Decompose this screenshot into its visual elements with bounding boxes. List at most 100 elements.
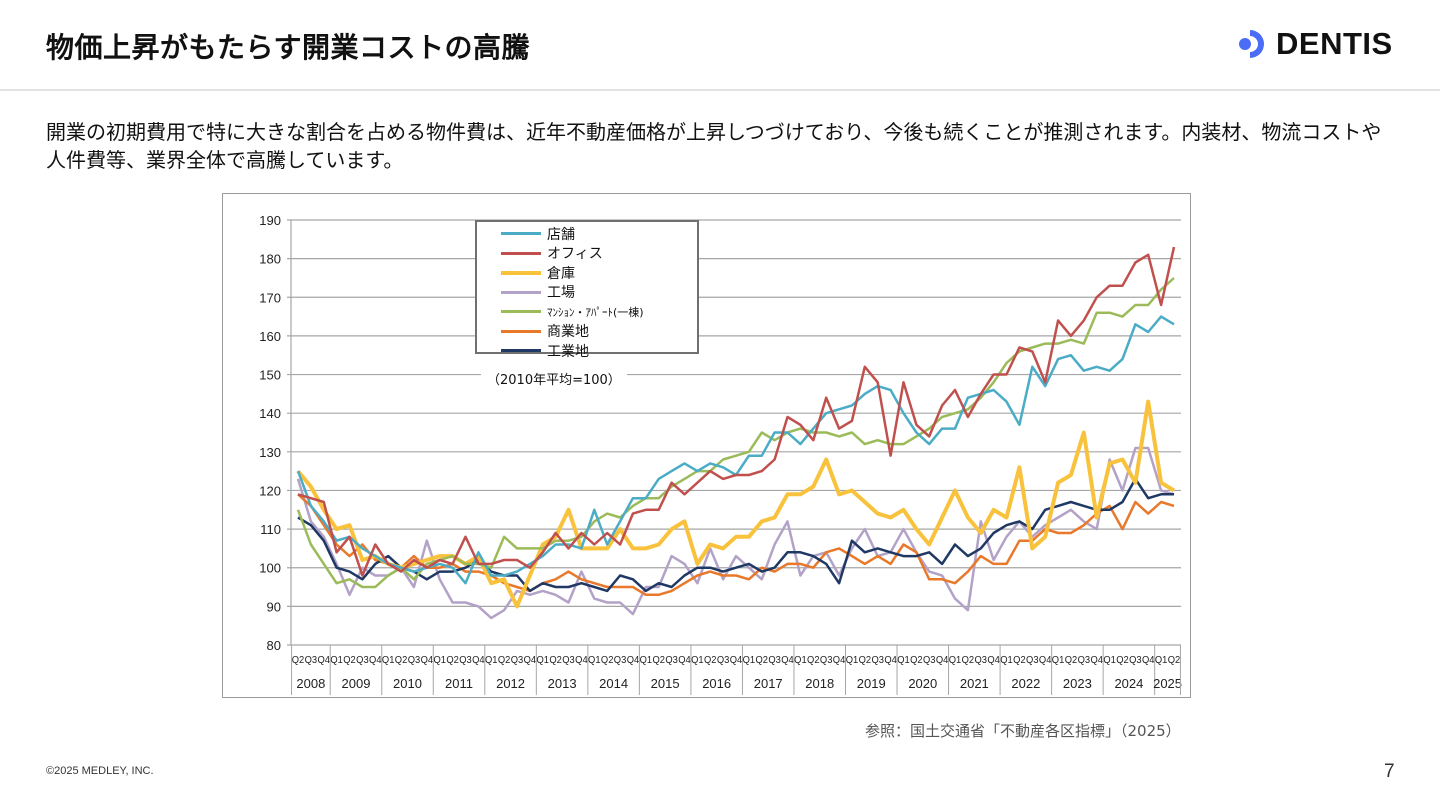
legend-swatch [501, 349, 541, 353]
x-quarter-label: Q1 [1155, 654, 1168, 666]
legend-item: オフィス [477, 244, 697, 264]
x-quarter-label: Q2 [704, 654, 717, 666]
logo-text: DENTIS [1276, 26, 1393, 61]
source-citation: 参照：国土交通省「不動産各区指標」（2025） [865, 722, 1181, 740]
copyright: ©2025 MEDLEY, INC. [46, 765, 154, 777]
x-quarter-label: Q1 [640, 654, 653, 666]
x-quarter-label: Q4 [524, 654, 537, 666]
x-quarter-label: Q4 [627, 654, 640, 666]
x-quarter-label: Q3 [975, 654, 988, 666]
x-quarter-label: Q2 [446, 654, 459, 666]
x-quarter-label: Q1 [1103, 654, 1116, 666]
body-text: 開業の初期費用で特に大きな割合を占める物件費は、近年不動産価格が上昇しつづけてお… [46, 120, 1382, 172]
x-quarter-label: Q1 [949, 654, 962, 666]
series-line-0 [296, 315, 1175, 585]
legend-label: 工場 [547, 285, 575, 302]
x-quarter-label: Q4 [833, 654, 846, 666]
x-quarter-label: Q4 [318, 654, 331, 666]
base-note: （2010年平均=100） [481, 369, 627, 388]
x-quarter-label: Q2 [549, 654, 562, 666]
x-year-label: 2008 [296, 676, 325, 691]
legend-swatch [501, 270, 541, 275]
x-quarter-label: Q2 [343, 654, 356, 666]
legend-swatch [501, 251, 541, 255]
legend-label: 工業地 [547, 343, 589, 360]
x-quarter-label: Q3 [511, 654, 524, 666]
legend-swatch [501, 232, 541, 236]
x-quarter-label: Q3 [459, 654, 472, 666]
x-year-label: 2025 [1153, 676, 1182, 691]
x-quarter-label: Q1 [794, 654, 807, 666]
x-quarter-label: Q3 [356, 654, 369, 666]
x-quarter-label: Q1 [588, 654, 601, 666]
legend-item: 工業地 [477, 341, 697, 361]
y-tick-label: 150 [259, 368, 281, 383]
x-quarter-label: Q3 [820, 654, 833, 666]
x-year-label: 2009 [342, 676, 371, 691]
x-quarter-label: Q1 [537, 654, 550, 666]
x-quarter-label: Q2 [1013, 654, 1026, 666]
legend-label: 倉庫 [547, 265, 575, 282]
x-quarter-label: Q4 [421, 654, 434, 666]
x-quarter-label: Q3 [717, 654, 730, 666]
x-quarter-label: Q4 [730, 654, 743, 666]
legend-label: オフィス [547, 246, 603, 263]
x-quarter-label: Q1 [382, 654, 395, 666]
x-quarter-label: Q1 [846, 654, 859, 666]
x-quarter-label: Q1 [1052, 654, 1065, 666]
x-year-label: 2018 [805, 676, 834, 691]
x-quarter-label: Q2 [601, 654, 614, 666]
x-quarter-label: Q4 [1039, 654, 1052, 666]
x-quarter-label: Q2 [652, 654, 665, 666]
legend-swatch [501, 290, 541, 294]
x-year-label: 2016 [702, 676, 731, 691]
x-year-label: 2021 [960, 676, 989, 691]
x-year-label: 2022 [1011, 676, 1040, 691]
x-quarter-label: Q1 [897, 654, 910, 666]
x-year-label: 2012 [496, 676, 525, 691]
y-tick-label: 80 [267, 638, 281, 653]
x-quarter-label: Q2 [910, 654, 923, 666]
x-year-label: 2019 [857, 676, 886, 691]
x-quarter-label: Q3 [562, 654, 575, 666]
x-year-label: 2010 [393, 676, 422, 691]
x-quarter-label: Q1 [743, 654, 756, 666]
x-quarter-label: Q2 [1065, 654, 1078, 666]
x-year-label: 2015 [651, 676, 680, 691]
y-tick-label: 100 [259, 561, 281, 576]
x-quarter-label: Q2 [756, 654, 769, 666]
x-quarter-label: Q2 [1168, 654, 1181, 666]
price-index-chart: 80 90 100 110 120 130 140 150 160 170 180 190 Q2 Q3 Q4… [222, 193, 1191, 698]
y-tick-label: 130 [259, 445, 281, 460]
x-year-label: 2024 [1114, 676, 1143, 691]
legend-item: 商業地 [477, 322, 697, 342]
x-quarter-label: Q4 [1142, 654, 1155, 666]
x-quarter-label: Q1 [1000, 654, 1013, 666]
x-quarter-label: Q2 [498, 654, 511, 666]
x-quarter-label: Q2 [292, 654, 305, 666]
x-quarter-label: Q3 [923, 654, 936, 666]
y-tick-label: 190 [259, 213, 281, 228]
x-quarter-label: Q4 [575, 654, 588, 666]
y-tick-label: 160 [259, 329, 281, 344]
y-tick-label: 180 [259, 252, 281, 267]
x-quarter-label: Q2 [962, 654, 975, 666]
x-quarter-label: Q4 [781, 654, 794, 666]
legend-swatch [501, 310, 541, 314]
legend-label: 商業地 [547, 324, 589, 341]
series-line-1 [297, 246, 1176, 577]
legend-label: ﾏﾝｼｮﾝ・ｱﾊﾟｰﾄ(一棟) [547, 305, 644, 319]
x-quarter-label: Q3 [1129, 654, 1142, 666]
x-quarter-label: Q3 [408, 654, 421, 666]
x-quarter-label: Q3 [768, 654, 781, 666]
x-quarter-label: Q2 [1116, 654, 1129, 666]
x-quarter-label: Q3 [871, 654, 884, 666]
x-quarter-label: Q4 [987, 654, 1000, 666]
header-divider [0, 89, 1440, 91]
x-year-label: 2011 [445, 676, 473, 691]
x-quarter-label: Q2 [395, 654, 408, 666]
x-quarter-label: Q3 [614, 654, 627, 666]
legend-item: ﾏﾝｼｮﾝ・ｱﾊﾟｰﾄ(一棟) [477, 302, 697, 322]
x-year-label: 2023 [1063, 676, 1092, 691]
